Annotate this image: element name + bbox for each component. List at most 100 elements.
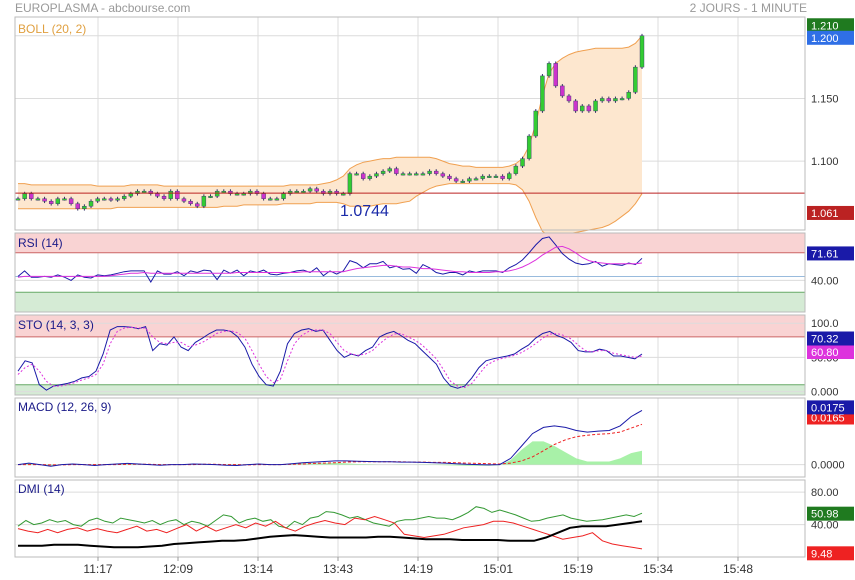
sto-label: STO (14, 3, 3) xyxy=(18,318,94,332)
svg-text:9.48: 9.48 xyxy=(811,548,832,560)
sto-overbought-zone xyxy=(15,315,805,337)
sto-badge-d: 60.80 xyxy=(807,345,854,360)
candle xyxy=(155,193,160,197)
dmi-panel-background xyxy=(15,480,805,557)
candle xyxy=(407,173,412,176)
svg-text:50.98: 50.98 xyxy=(811,509,839,521)
candle xyxy=(301,190,306,193)
candle xyxy=(168,190,173,199)
price-badge-ref: 1.061 xyxy=(807,205,854,220)
candle xyxy=(520,158,525,167)
candle xyxy=(321,190,326,194)
price-ytick-1: 1.150 xyxy=(811,93,839,105)
candle xyxy=(261,193,266,199)
rsi-oversold-zone xyxy=(15,292,805,312)
candle xyxy=(606,98,612,102)
candle xyxy=(341,193,346,196)
candle xyxy=(480,175,485,179)
candle xyxy=(88,200,94,207)
candle xyxy=(467,178,472,182)
candle xyxy=(241,193,246,196)
candle xyxy=(626,91,631,99)
macd-histogram xyxy=(18,441,642,466)
sto-series-k xyxy=(17,325,643,391)
candle xyxy=(434,170,439,174)
candle xyxy=(254,190,260,194)
candle xyxy=(460,180,465,183)
candle xyxy=(427,170,432,174)
candle xyxy=(42,198,47,202)
candle xyxy=(75,203,80,209)
candle xyxy=(68,198,74,204)
rsi-series-signal xyxy=(17,245,643,278)
candle xyxy=(327,190,333,194)
candle xyxy=(48,200,54,204)
svg-text:1.200: 1.200 xyxy=(811,33,839,45)
candle xyxy=(294,190,300,193)
dmi-badge-minus: 9.48 xyxy=(807,546,854,561)
candle xyxy=(15,198,21,201)
candle xyxy=(62,198,67,201)
candle xyxy=(274,198,280,201)
candle xyxy=(95,198,100,202)
candle xyxy=(586,105,592,112)
candle xyxy=(633,66,638,93)
rsi-panel-border xyxy=(14,232,806,313)
sto-ytick-0: 100.0 xyxy=(811,318,839,330)
candle xyxy=(128,193,134,197)
candle xyxy=(420,173,426,176)
svg-text:71.61: 71.61 xyxy=(811,248,839,260)
candle xyxy=(566,95,572,102)
candle xyxy=(619,98,625,101)
sto-badge-k: 70.32 xyxy=(807,331,854,346)
x-tick-label: 11:17 xyxy=(83,562,112,576)
sto-series-d xyxy=(17,326,643,389)
candle xyxy=(347,173,353,194)
candle xyxy=(540,75,545,112)
candle xyxy=(141,190,147,193)
candle xyxy=(414,173,419,176)
x-tick-label: 15:01 xyxy=(483,562,513,576)
x-tick-label: 13:43 xyxy=(323,562,353,576)
macd-series-main xyxy=(17,409,643,467)
candle xyxy=(533,110,538,137)
candle xyxy=(115,198,120,201)
candle xyxy=(613,98,618,102)
dmi-series-minus-di xyxy=(17,515,643,550)
rsi-badge: 71.61 xyxy=(807,246,854,261)
svg-text:1.061: 1.061 xyxy=(811,208,839,220)
candle xyxy=(473,178,479,181)
candle xyxy=(122,195,127,199)
candle xyxy=(307,188,313,192)
candle xyxy=(221,190,226,193)
candle xyxy=(507,173,512,179)
candle xyxy=(248,190,253,194)
candle xyxy=(546,63,552,77)
candle xyxy=(354,173,359,176)
candle xyxy=(55,198,61,204)
chart-title: EUROPLASMA - abcbourse.com xyxy=(15,1,191,15)
candle xyxy=(387,168,392,172)
macd-panel-border xyxy=(14,397,806,478)
reference-label: 1.0744 xyxy=(340,203,389,220)
x-tick-label: 15:34 xyxy=(643,562,673,576)
price-ytick-0: 1.100 xyxy=(811,156,839,168)
candle xyxy=(447,175,452,179)
macd-series-signal xyxy=(18,423,643,466)
candle xyxy=(560,85,565,97)
candle xyxy=(593,100,598,112)
candle xyxy=(453,178,459,182)
candle xyxy=(22,193,27,199)
macd-panel-background xyxy=(15,398,805,477)
candle xyxy=(500,175,505,179)
candle xyxy=(580,105,585,112)
dmi-label: DMI (14) xyxy=(18,482,65,496)
svg-text:70.32: 70.32 xyxy=(811,333,839,345)
candle xyxy=(380,170,386,174)
candle xyxy=(82,205,87,209)
candle xyxy=(314,188,319,192)
candle xyxy=(175,190,180,199)
candle xyxy=(573,100,578,112)
candle xyxy=(148,190,153,194)
